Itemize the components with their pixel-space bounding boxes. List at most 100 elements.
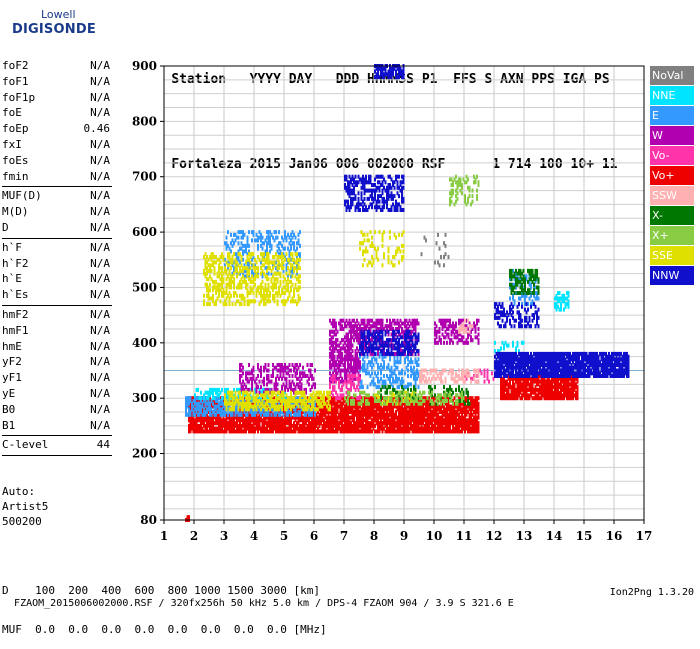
data-point xyxy=(508,344,510,348)
data-point xyxy=(446,341,448,345)
data-point xyxy=(352,344,354,348)
data-point xyxy=(257,374,259,378)
data-point xyxy=(271,413,273,417)
data-point xyxy=(373,377,375,381)
data-point xyxy=(407,369,409,373)
data-point xyxy=(200,396,202,400)
data-point xyxy=(238,241,240,245)
data-point xyxy=(253,374,255,378)
data-point xyxy=(253,366,255,370)
data-point xyxy=(401,369,403,373)
data-point xyxy=(244,233,246,237)
data-point xyxy=(302,366,304,370)
data-point xyxy=(308,382,310,386)
data-point xyxy=(247,236,249,240)
data-point xyxy=(371,371,373,375)
data-point xyxy=(478,396,480,400)
data-point xyxy=(262,247,264,251)
data-point xyxy=(359,360,361,364)
data-point xyxy=(268,369,270,373)
data-point xyxy=(299,244,301,248)
data-point xyxy=(263,377,265,381)
data-point xyxy=(289,374,291,378)
data-point xyxy=(397,366,399,370)
data-point xyxy=(383,374,385,378)
data-point xyxy=(377,371,379,375)
data-point xyxy=(221,388,223,392)
data-point xyxy=(472,338,474,342)
data-point xyxy=(286,377,288,381)
data-point xyxy=(512,341,514,345)
data-point xyxy=(334,355,336,359)
data-point xyxy=(478,319,480,323)
data-point xyxy=(418,322,420,326)
data-point xyxy=(271,244,273,248)
data-point xyxy=(329,382,331,386)
data-point xyxy=(418,363,420,367)
data-point xyxy=(230,233,232,237)
data-point xyxy=(314,369,316,373)
data-point xyxy=(307,363,309,367)
data-point xyxy=(382,319,384,323)
data-point xyxy=(221,396,223,400)
data-point xyxy=(248,230,250,234)
data-point xyxy=(403,380,405,384)
data-point xyxy=(412,360,414,364)
data-point xyxy=(478,327,480,331)
data-point xyxy=(418,357,420,361)
data-point xyxy=(277,236,279,240)
data-point xyxy=(478,338,480,342)
data-point xyxy=(410,382,412,386)
data-point xyxy=(388,363,390,367)
data-point xyxy=(478,402,480,406)
data-point xyxy=(334,374,336,378)
data-point xyxy=(268,374,270,378)
data-point xyxy=(337,338,339,342)
data-point xyxy=(296,247,298,251)
data-point xyxy=(338,380,340,384)
data-point xyxy=(452,341,454,345)
data-point xyxy=(283,413,285,417)
data-point xyxy=(260,385,262,389)
data-point xyxy=(448,333,450,337)
data-point xyxy=(238,236,240,240)
data-point xyxy=(292,374,294,378)
data-point xyxy=(467,341,469,345)
data-point xyxy=(413,366,415,370)
data-point xyxy=(386,319,388,323)
data-point xyxy=(559,291,561,295)
data-point xyxy=(352,349,354,353)
data-point xyxy=(364,319,366,323)
data-point xyxy=(517,341,519,345)
data-point xyxy=(443,341,445,345)
data-point xyxy=(188,515,190,519)
data-point xyxy=(523,341,525,345)
data-point xyxy=(568,299,570,303)
data-point xyxy=(262,236,264,240)
data-point xyxy=(335,322,337,326)
data-point xyxy=(509,297,511,301)
data-point xyxy=(494,341,496,345)
data-point xyxy=(259,380,261,384)
data-point xyxy=(568,291,570,295)
data-point xyxy=(478,333,480,337)
data-point xyxy=(268,363,270,367)
data-point xyxy=(364,360,366,364)
data-point xyxy=(418,385,420,389)
data-point xyxy=(242,371,244,375)
data-point xyxy=(214,396,216,400)
data-point xyxy=(577,385,579,389)
data-point xyxy=(449,319,451,323)
data-point xyxy=(253,230,255,234)
data-point xyxy=(200,391,202,395)
data-point xyxy=(385,380,387,384)
data-point xyxy=(265,363,267,367)
data-point xyxy=(301,382,303,386)
data-point xyxy=(227,230,229,234)
data-point xyxy=(290,369,292,373)
data-point xyxy=(463,335,465,339)
data-point xyxy=(299,363,301,367)
data-point xyxy=(334,385,336,389)
data-point xyxy=(376,357,378,361)
